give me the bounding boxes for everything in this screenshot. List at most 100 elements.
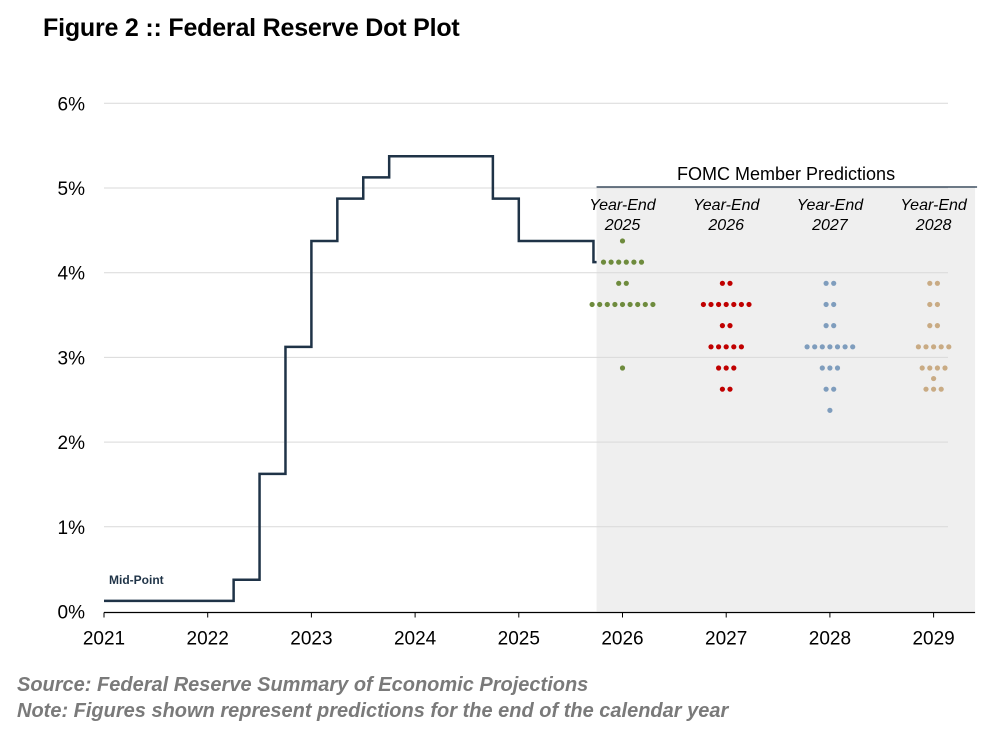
y-tick-label: 3% (58, 348, 86, 369)
x-tick-label: 2029 (912, 629, 954, 650)
prediction-dot (627, 301, 633, 308)
prediction-dot (642, 301, 648, 308)
prediction-dot (915, 344, 922, 350)
prediction-dot (723, 365, 729, 371)
y-tick-label: 5% (58, 179, 86, 200)
prediction-dot (719, 280, 726, 286)
x-tick-label: 2026 (601, 629, 643, 650)
prediction-dot (708, 344, 714, 350)
prediction-dot (597, 301, 603, 308)
column-header-year: 2025 (604, 217, 641, 234)
x-tick-label: 2028 (809, 629, 851, 650)
prediction-dot (938, 344, 944, 350)
prediction-dot (934, 280, 941, 286)
source-text: Source: Federal Reserve Summary of Econo… (17, 674, 589, 696)
prediction-dot (623, 259, 629, 265)
prediction-dot (831, 301, 837, 308)
prediction-dot (612, 301, 618, 308)
prediction-dot (823, 323, 829, 329)
prediction-dot (831, 386, 837, 392)
dot-plot-chart: 0%1%2%3%4%5%6% 2021 2022 2023 2024 2025 2026 2… (58, 94, 978, 650)
prediction-dot (616, 259, 622, 265)
prediction-column-headers: Year-End 2025 Year-End 2026 Year-End 2027 Year… (589, 197, 968, 234)
prediction-dot (723, 344, 729, 350)
column-header-line1: Year-End (589, 197, 657, 214)
prediction-dot (831, 280, 837, 286)
prediction-dot (927, 280, 933, 286)
x-tick-label: 2027 (705, 629, 747, 650)
prediction-dot (738, 301, 745, 308)
column-header-line1: Year-End (693, 197, 761, 214)
column-header-line1: Year-End (900, 197, 968, 214)
prediction-dots (589, 238, 952, 413)
y-tick-label: 6% (58, 94, 86, 115)
y-axis-ticks: 0% 1% 2% 3% 4% 5% 6% (58, 94, 86, 623)
prediction-dot (834, 365, 841, 371)
prediction-dot (938, 386, 944, 392)
prediction-dot (804, 344, 810, 350)
prediction-dot (631, 259, 637, 265)
prediction-dot (823, 280, 829, 286)
prediction-dot (827, 344, 833, 350)
prediction-dot (942, 365, 948, 371)
column-header-line1: Year-End (797, 197, 865, 214)
prediction-dot (946, 344, 952, 350)
prediction-dot (700, 301, 707, 308)
prediction-dot (650, 301, 656, 308)
figure-title: Figure 2 :: Federal Reserve Dot Plot (43, 14, 460, 42)
prediction-dot (727, 323, 733, 329)
prediction-dot (604, 301, 610, 308)
y-tick-label: 1% (58, 518, 86, 539)
gridlines (104, 102, 948, 528)
x-axis-ticks: 2021 2022 2023 2024 2025 2026 2027 2028 2029 (83, 612, 955, 650)
prediction-dot (600, 259, 607, 265)
prediction-dot (931, 375, 937, 382)
x-tick-label: 2023 (290, 629, 332, 650)
prediction-dot (619, 365, 626, 371)
prediction-dot (731, 365, 737, 371)
prediction-dot (723, 301, 729, 308)
prediction-dot (827, 365, 833, 371)
column-header-year: 2026 (707, 217, 744, 234)
prediction-dot (589, 301, 595, 308)
x-tick-label: 2021 (83, 629, 125, 650)
prediction-dot (819, 365, 825, 371)
prediction-dot (619, 238, 626, 244)
prediction-dot (719, 323, 726, 329)
prediction-dot (919, 365, 925, 371)
prediction-dot (616, 280, 622, 286)
prediction-dot (731, 301, 737, 308)
prediction-dot (719, 386, 726, 392)
prediction-dot (635, 301, 641, 308)
prediction-dot (842, 344, 848, 350)
column-header-year: 2027 (811, 217, 849, 234)
prediction-dot (746, 301, 752, 308)
prediction-dot (934, 301, 941, 308)
prediction-dot (927, 301, 933, 308)
prediction-dot (927, 323, 933, 329)
prediction-dot (716, 365, 722, 371)
prediction-dot (708, 301, 714, 308)
prediction-dot (923, 344, 929, 350)
prediction-dot (934, 365, 941, 371)
prediction-panel-background (596, 186, 976, 612)
prediction-dot (812, 344, 818, 350)
note-text: Note: Figures shown represent prediction… (17, 700, 729, 722)
x-tick-label: 2024 (394, 629, 437, 650)
midpoint-label: Mid-Point (109, 573, 164, 587)
prediction-dot (831, 323, 837, 329)
y-tick-label: 2% (58, 433, 86, 454)
x-tick-label: 2022 (187, 629, 229, 650)
prediction-dot (731, 344, 737, 350)
prediction-dot (927, 365, 933, 371)
column-header-year: 2028 (915, 217, 952, 234)
prediction-dot (850, 344, 856, 350)
prediction-dot (834, 344, 841, 350)
prediction-dot (716, 301, 722, 308)
prediction-panel-title: FOMC Member Predictions (677, 164, 895, 184)
prediction-dot (716, 344, 722, 350)
prediction-dot (823, 386, 829, 392)
prediction-dot (727, 386, 733, 392)
rate-midpoint-line (104, 154, 597, 603)
prediction-dot (638, 259, 645, 265)
